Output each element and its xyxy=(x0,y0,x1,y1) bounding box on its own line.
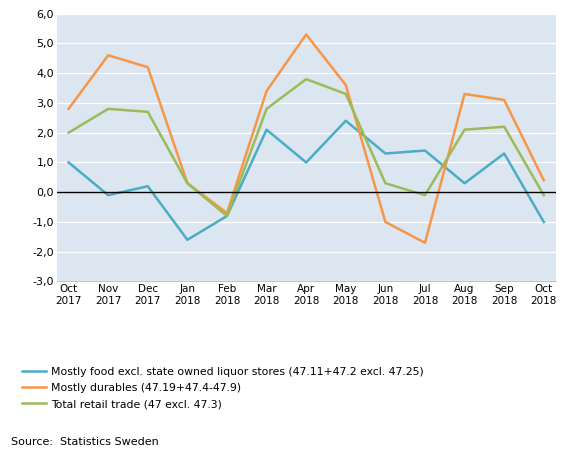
Mostly durables (47.19+47.4-47.9) xyxy=(422,240,429,246)
Mostly food excl. state owned liquor stores (47.11+47.2 excl. 47.25) xyxy=(501,151,507,156)
Total retail trade (47 excl. 47.3) xyxy=(105,106,112,112)
Legend: Mostly food excl. state owned liquor stores (47.11+47.2 excl. 47.25), Mostly dur: Mostly food excl. state owned liquor sto… xyxy=(22,367,424,409)
Mostly food excl. state owned liquor stores (47.11+47.2 excl. 47.25) xyxy=(65,160,72,165)
Mostly food excl. state owned liquor stores (47.11+47.2 excl. 47.25) xyxy=(223,213,230,219)
Mostly food excl. state owned liquor stores (47.11+47.2 excl. 47.25) xyxy=(105,192,112,198)
Mostly food excl. state owned liquor stores (47.11+47.2 excl. 47.25) xyxy=(461,181,468,186)
Mostly durables (47.19+47.4-47.9) xyxy=(263,88,270,94)
Text: Source:  Statistics Sweden: Source: Statistics Sweden xyxy=(11,437,159,447)
Mostly food excl. state owned liquor stores (47.11+47.2 excl. 47.25) xyxy=(145,183,151,189)
Total retail trade (47 excl. 47.3) xyxy=(145,109,151,114)
Mostly durables (47.19+47.4-47.9) xyxy=(501,97,507,103)
Mostly food excl. state owned liquor stores (47.11+47.2 excl. 47.25) xyxy=(342,118,349,123)
Total retail trade (47 excl. 47.3) xyxy=(382,181,389,186)
Mostly durables (47.19+47.4-47.9) xyxy=(145,64,151,70)
Mostly durables (47.19+47.4-47.9) xyxy=(303,32,310,37)
Total retail trade (47 excl. 47.3) xyxy=(223,213,230,219)
Total retail trade (47 excl. 47.3) xyxy=(263,106,270,112)
Total retail trade (47 excl. 47.3) xyxy=(184,181,191,186)
Total retail trade (47 excl. 47.3) xyxy=(303,76,310,82)
Mostly durables (47.19+47.4-47.9) xyxy=(342,82,349,88)
Mostly durables (47.19+47.4-47.9) xyxy=(540,178,547,183)
Total retail trade (47 excl. 47.3) xyxy=(422,192,429,198)
Total retail trade (47 excl. 47.3) xyxy=(461,127,468,133)
Mostly food excl. state owned liquor stores (47.11+47.2 excl. 47.25) xyxy=(263,127,270,133)
Mostly durables (47.19+47.4-47.9) xyxy=(184,181,191,186)
Mostly food excl. state owned liquor stores (47.11+47.2 excl. 47.25) xyxy=(184,237,191,242)
Mostly durables (47.19+47.4-47.9) xyxy=(65,106,72,112)
Line: Mostly food excl. state owned liquor stores (47.11+47.2 excl. 47.25): Mostly food excl. state owned liquor sto… xyxy=(69,121,544,240)
Mostly food excl. state owned liquor stores (47.11+47.2 excl. 47.25) xyxy=(303,160,310,165)
Mostly food excl. state owned liquor stores (47.11+47.2 excl. 47.25) xyxy=(382,151,389,156)
Mostly durables (47.19+47.4-47.9) xyxy=(223,210,230,216)
Mostly food excl. state owned liquor stores (47.11+47.2 excl. 47.25) xyxy=(540,219,547,225)
Total retail trade (47 excl. 47.3) xyxy=(501,124,507,129)
Mostly durables (47.19+47.4-47.9) xyxy=(461,91,468,97)
Total retail trade (47 excl. 47.3) xyxy=(342,91,349,97)
Total retail trade (47 excl. 47.3) xyxy=(65,130,72,135)
Line: Mostly durables (47.19+47.4-47.9): Mostly durables (47.19+47.4-47.9) xyxy=(69,35,544,243)
Mostly durables (47.19+47.4-47.9) xyxy=(105,53,112,58)
Line: Total retail trade (47 excl. 47.3): Total retail trade (47 excl. 47.3) xyxy=(69,79,544,216)
Total retail trade (47 excl. 47.3) xyxy=(540,192,547,198)
Mostly durables (47.19+47.4-47.9) xyxy=(382,219,389,225)
Mostly food excl. state owned liquor stores (47.11+47.2 excl. 47.25) xyxy=(422,148,429,153)
